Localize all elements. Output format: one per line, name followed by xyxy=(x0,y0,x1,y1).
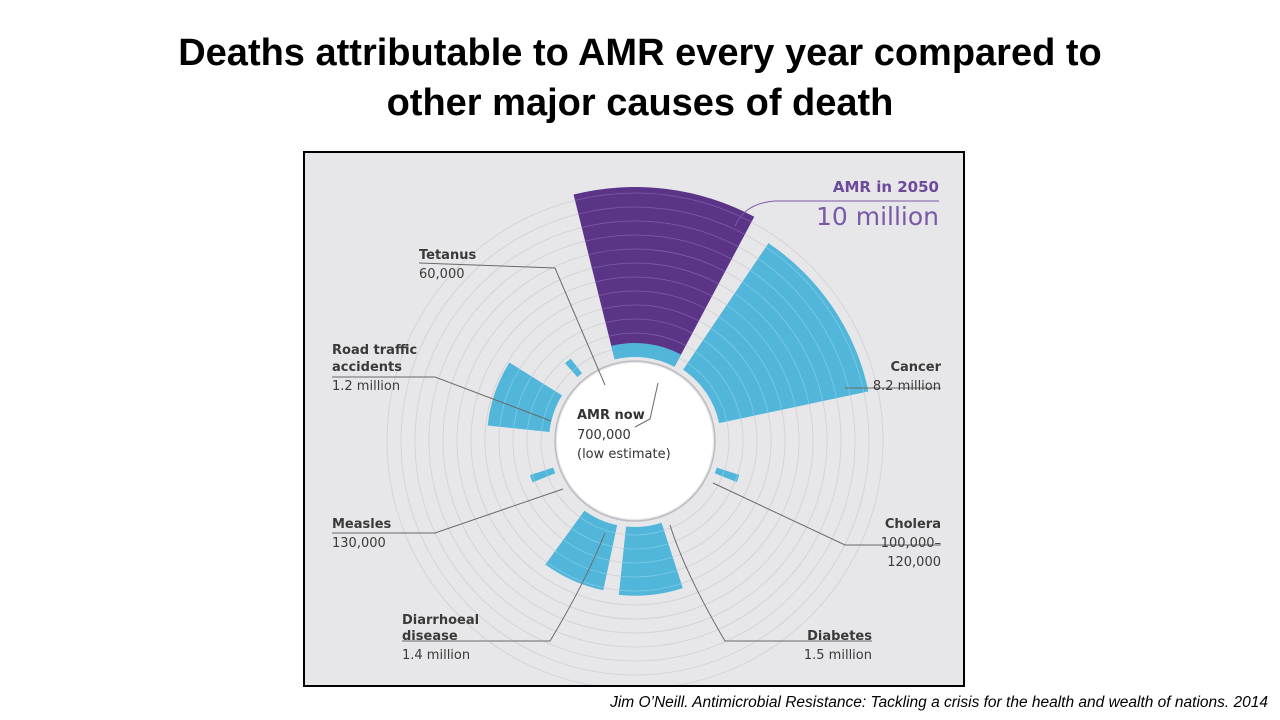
chart-sectors xyxy=(487,187,869,596)
sector-gridline xyxy=(742,281,824,402)
sector-gridline xyxy=(571,366,578,372)
leader-line-2 xyxy=(712,482,941,546)
sector-gridline xyxy=(588,248,726,272)
sector-road xyxy=(487,362,563,433)
sector-gridline xyxy=(554,550,607,575)
sector-gridline xyxy=(574,192,752,223)
sector-gridline xyxy=(546,562,604,589)
title-line-2: other major causes of death xyxy=(386,82,894,124)
sector-gridline xyxy=(581,220,739,248)
citation: Jim O’Neill. Antimicrobial Resistance: T… xyxy=(610,694,1268,711)
sector-gridline xyxy=(608,332,686,346)
sector-gridline xyxy=(625,530,665,536)
road-label-line1: Road traffic xyxy=(332,343,417,358)
sector-gridline xyxy=(622,556,673,564)
cholera-label: Cholera xyxy=(885,517,941,532)
sector-gridline xyxy=(591,262,719,285)
road-value: 1.2 million xyxy=(332,379,400,394)
sector-gridline xyxy=(585,234,732,260)
cancer-label: Cancer xyxy=(890,360,941,375)
sector-tetanus xyxy=(565,358,583,378)
sector-gridline xyxy=(578,206,746,235)
sector-amr-now xyxy=(611,343,682,367)
sector-gridline xyxy=(623,543,669,550)
cholera-value-line2: 120,000 xyxy=(887,555,941,570)
slide-title: Deaths attributable to AMR every year co… xyxy=(0,28,1280,128)
sector-gridline xyxy=(695,351,742,419)
leader-line-5 xyxy=(332,488,564,534)
leader-lines xyxy=(332,200,941,642)
sector-gridline xyxy=(595,276,713,297)
diabetes-value: 1.5 million xyxy=(804,648,872,663)
sector-cancer xyxy=(683,243,869,424)
center-disc xyxy=(557,363,713,519)
tetanus-value: 60,000 xyxy=(419,267,465,282)
sector-cholera xyxy=(714,467,740,483)
sector-amr-2050 xyxy=(573,187,755,366)
leader-line-7 xyxy=(418,262,606,386)
sector-gridline xyxy=(765,246,865,393)
amr-now-value: 700,000 xyxy=(577,428,631,443)
amr-now-note: (low estimate) xyxy=(577,447,671,462)
ring-0 xyxy=(554,360,716,522)
measles-value: 130,000 xyxy=(332,536,386,551)
sector-gridline xyxy=(527,383,544,430)
sector-diabetes xyxy=(618,522,683,596)
sector-gridline xyxy=(541,390,556,432)
sector-gridline xyxy=(718,316,783,410)
measles-label: Measles xyxy=(332,517,392,532)
road-label-line2: accidents xyxy=(332,360,402,375)
sector-gridline xyxy=(734,293,810,405)
leader-line-0 xyxy=(734,200,939,227)
sector-gridline xyxy=(513,376,532,429)
title-line-1: Deaths attributable to AMR every year co… xyxy=(178,32,1102,74)
polar-bar-chart: AMR in 2050 10 million AMR now 700,000 (… xyxy=(332,178,942,685)
leader-line-8 xyxy=(634,382,659,428)
sector-gridline xyxy=(721,469,725,477)
tetanus-label: Tetanus xyxy=(419,248,476,263)
leader-line-3 xyxy=(669,524,872,642)
sector-gridline xyxy=(687,362,728,422)
sector-gridline xyxy=(579,516,616,534)
cancer-value: 8.2 million xyxy=(873,379,941,394)
amr-2050-label: AMR in 2050 xyxy=(833,178,939,196)
sector-gridline xyxy=(757,258,851,396)
figure-frame: AMR in 2050 10 million AMR now 700,000 (… xyxy=(303,151,965,687)
sector-gridline xyxy=(605,318,693,334)
sector-gridline xyxy=(598,290,706,309)
sector-gridline xyxy=(602,304,700,322)
sector-gridline xyxy=(531,474,536,482)
diarrhoea-label-line2: disease xyxy=(402,629,458,644)
sector-gridline xyxy=(710,327,769,413)
sector-gridline xyxy=(749,269,837,399)
sector-gridline xyxy=(734,474,739,482)
sector-gridline xyxy=(620,569,678,578)
sector-gridline xyxy=(563,539,610,561)
leader-line-6 xyxy=(332,376,552,422)
diabetes-label: Diabetes xyxy=(807,629,872,644)
diarrhoea-label-line1: Diarrhoeal xyxy=(402,613,479,628)
sector-measles xyxy=(529,467,556,483)
amr-now-label: AMR now xyxy=(577,408,645,423)
leader-line-4 xyxy=(402,532,606,642)
sector-gridline xyxy=(499,368,521,427)
sector-gridline xyxy=(726,304,796,407)
sector-gridline xyxy=(545,469,549,477)
sector-gridline xyxy=(619,583,682,592)
diarrhoea-value: 1.4 million xyxy=(402,648,470,663)
cholera-value-line1: 100,000– xyxy=(881,536,941,551)
sector-gridline xyxy=(702,339,755,416)
sector-gridline xyxy=(571,528,613,548)
amr-2050-value: 10 million xyxy=(816,202,939,231)
